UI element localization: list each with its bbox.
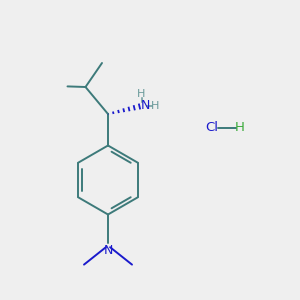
Text: H: H	[151, 101, 159, 111]
Text: H: H	[136, 89, 145, 100]
Text: N: N	[141, 99, 150, 112]
Text: H: H	[235, 121, 245, 134]
Text: N: N	[103, 244, 113, 256]
Text: Cl: Cl	[205, 121, 218, 134]
